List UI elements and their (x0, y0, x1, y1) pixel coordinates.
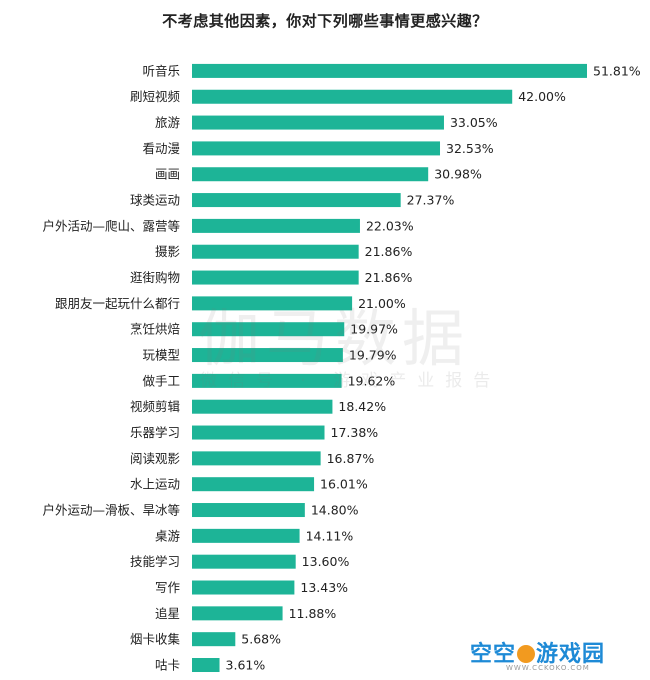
bar (192, 89, 513, 104)
category-label: 摄影 (155, 244, 181, 259)
bar (192, 373, 342, 388)
category-label: 球类运动 (130, 193, 180, 208)
bar (192, 348, 343, 363)
category-label: 烟卡收集 (130, 632, 181, 647)
bar (192, 451, 321, 466)
data-label: 22.03% (366, 218, 414, 233)
site-logo-url: WWW.CCKOKO.COM (506, 664, 590, 672)
data-label: 51.81% (593, 63, 641, 78)
category-label: 做手工 (142, 373, 180, 388)
data-label: 19.97% (350, 322, 398, 337)
category-label: 画画 (155, 167, 180, 182)
category-label: 视频剪辑 (130, 399, 180, 414)
category-label: 听音乐 (142, 63, 180, 78)
category-label: 阅读观影 (130, 451, 181, 466)
data-label: 13.60% (302, 554, 350, 569)
category-label: 户外运动—滑板、旱冰等 (42, 503, 180, 518)
bar (192, 606, 283, 621)
bar (192, 270, 359, 285)
bar (192, 218, 360, 233)
bar (192, 322, 345, 337)
bar (192, 167, 429, 182)
site-logo-icon (517, 645, 536, 663)
category-label: 逛街购物 (130, 270, 180, 285)
data-label: 18.42% (338, 399, 386, 414)
site-logo-name-left: 空空 (470, 642, 517, 667)
data-label: 32.53% (446, 141, 494, 156)
category-label: 户外活动—爬山、露营等 (42, 218, 180, 233)
bar (192, 115, 444, 130)
bar (192, 399, 333, 414)
category-label: 技能学习 (130, 554, 180, 569)
data-label: 21.00% (358, 296, 406, 311)
data-label: 27.37% (407, 193, 455, 208)
bar (192, 658, 220, 673)
data-label: 17.38% (331, 425, 379, 440)
data-label: 13.43% (300, 580, 348, 595)
bar (192, 503, 305, 518)
category-label: 旅游 (155, 115, 181, 130)
data-label: 14.80% (311, 503, 359, 518)
data-label: 14.11% (306, 528, 354, 543)
chart-title: 不考虑其他因素，你对下列哪些事情更感兴趣？ (162, 12, 488, 30)
bar (192, 554, 296, 569)
data-label: 11.88% (289, 606, 337, 621)
category-label: 乐器学习 (130, 425, 180, 440)
data-label: 42.00% (518, 89, 566, 104)
data-label: 16.01% (320, 477, 368, 492)
data-label: 30.98% (434, 167, 482, 182)
site-logo-name: 空空 游戏园 (470, 636, 605, 668)
bar (192, 141, 441, 156)
bar (192, 296, 353, 311)
data-label: 19.62% (348, 373, 396, 388)
data-label: 21.86% (365, 244, 413, 259)
category-label: 烹饪烘焙 (130, 322, 180, 337)
category-label: 刷短视频 (130, 89, 181, 104)
data-label: 21.86% (365, 270, 413, 285)
category-label: 桌游 (155, 528, 181, 543)
category-label: 看动漫 (142, 141, 180, 156)
category-label: 写作 (155, 580, 181, 595)
bar (192, 477, 315, 492)
category-label: 水上运动 (130, 477, 180, 492)
data-label: 3.61% (226, 658, 266, 673)
bar (192, 528, 300, 543)
data-label: 33.05% (450, 115, 498, 130)
site-logo-name-right: 游戏园 (536, 642, 606, 667)
data-label: 5.68% (241, 632, 281, 647)
bar (192, 632, 236, 647)
bar (192, 193, 401, 208)
bar (192, 244, 359, 259)
bar (192, 63, 587, 78)
category-label: 跟朋友一起玩什么都行 (55, 296, 180, 311)
bar (192, 580, 295, 595)
category-label: 咕卡 (155, 658, 180, 673)
category-label: 追星 (155, 606, 180, 621)
data-label: 19.79% (349, 348, 397, 363)
data-label: 16.87% (327, 451, 375, 466)
site-logo: 空空 游戏园 WWW.CCKOKO.COM (470, 636, 640, 676)
bar (192, 425, 325, 440)
category-label: 玩模型 (142, 348, 180, 363)
